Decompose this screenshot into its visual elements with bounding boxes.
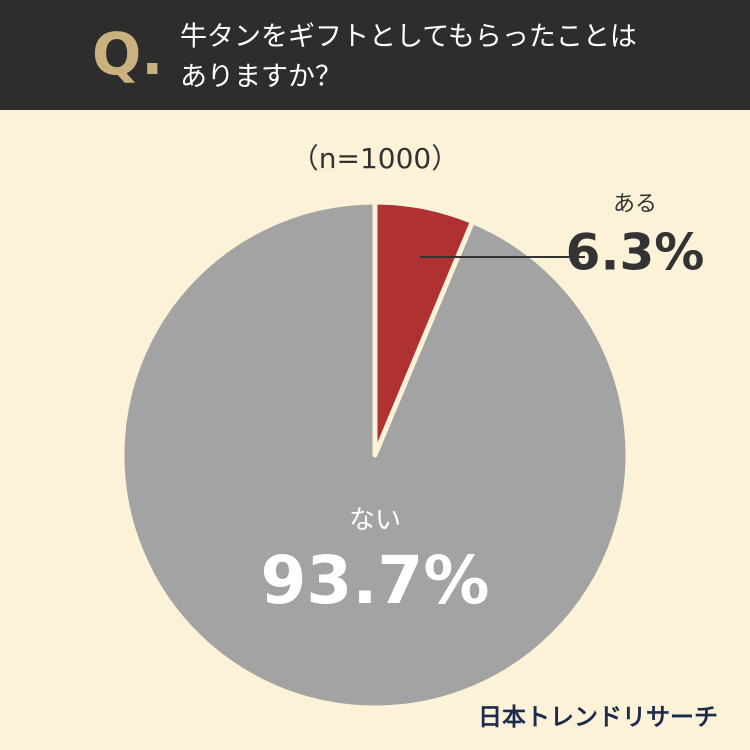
header (0, 0, 750, 110)
pie-slice (119, 199, 631, 711)
slice-label: ある (613, 192, 657, 217)
title-line: ありますか？ (180, 62, 342, 93)
q-label: Q. (92, 20, 163, 88)
slice-label: ない (349, 506, 401, 536)
value-label: 93.7% (261, 542, 490, 619)
pie (119, 199, 631, 711)
title-line: 牛タンをギフトとしてもらったことは (180, 22, 637, 53)
source: 日本トレンドリサーチ (478, 703, 718, 731)
sample-note: （n=1000） (291, 142, 459, 175)
value-label: 6.3% (566, 224, 705, 282)
